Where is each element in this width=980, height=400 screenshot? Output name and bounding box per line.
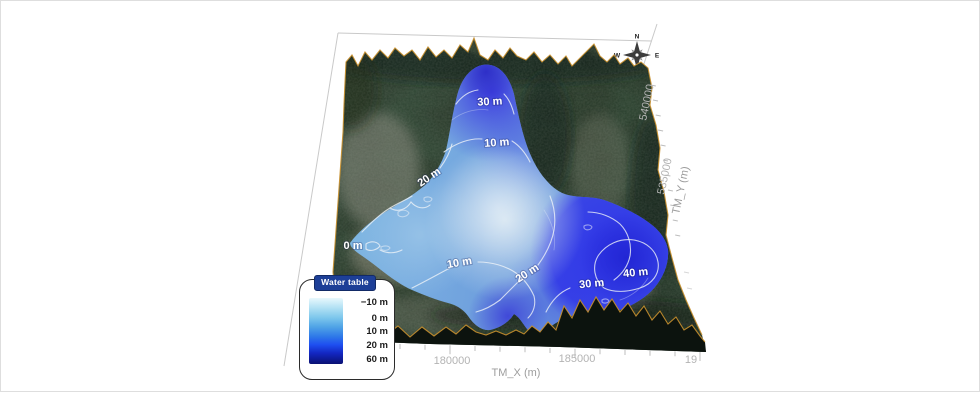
x-axis: 180000 185000 19 TM_X (m) xyxy=(399,344,701,379)
contour-label: 30 m xyxy=(579,277,605,292)
legend-title: Water table xyxy=(314,275,376,291)
legend-entry-label: 0 m xyxy=(371,313,388,324)
contour-lines xyxy=(361,89,659,319)
legend-entry-label: 10 m xyxy=(366,326,388,337)
contour-label: 0 m xyxy=(344,240,363,252)
compass-hub xyxy=(634,52,640,58)
legend-entry-label: 60 m xyxy=(366,354,388,365)
x-tick-190000-clipped: 19 xyxy=(685,354,697,366)
terrain-block xyxy=(332,36,706,352)
terrain-front-wall xyxy=(344,297,706,352)
terrain-rim xyxy=(332,36,706,343)
x-axis-ticks xyxy=(399,344,701,361)
compass-n: N xyxy=(635,34,640,41)
contour-label: 30 m xyxy=(477,95,503,108)
legend-entry-label: 20 m xyxy=(366,340,388,351)
compass-w: W xyxy=(614,53,621,60)
legend-entry-label: −10 m xyxy=(360,297,388,308)
x-axis-title: TM_X (m) xyxy=(492,367,541,379)
x-tick-185000: 185000 xyxy=(559,353,596,365)
x-tick-180000: 180000 xyxy=(434,355,471,367)
y-axis-ticks xyxy=(650,84,693,290)
contour-label: 10 m xyxy=(484,136,510,150)
contour-label: 40 m xyxy=(623,266,649,281)
legend-colorbar xyxy=(309,298,343,364)
compass-e: E xyxy=(655,53,660,60)
contour-label: 10 m xyxy=(446,255,473,271)
y-axis-title: TM_Y (m) xyxy=(670,165,692,215)
